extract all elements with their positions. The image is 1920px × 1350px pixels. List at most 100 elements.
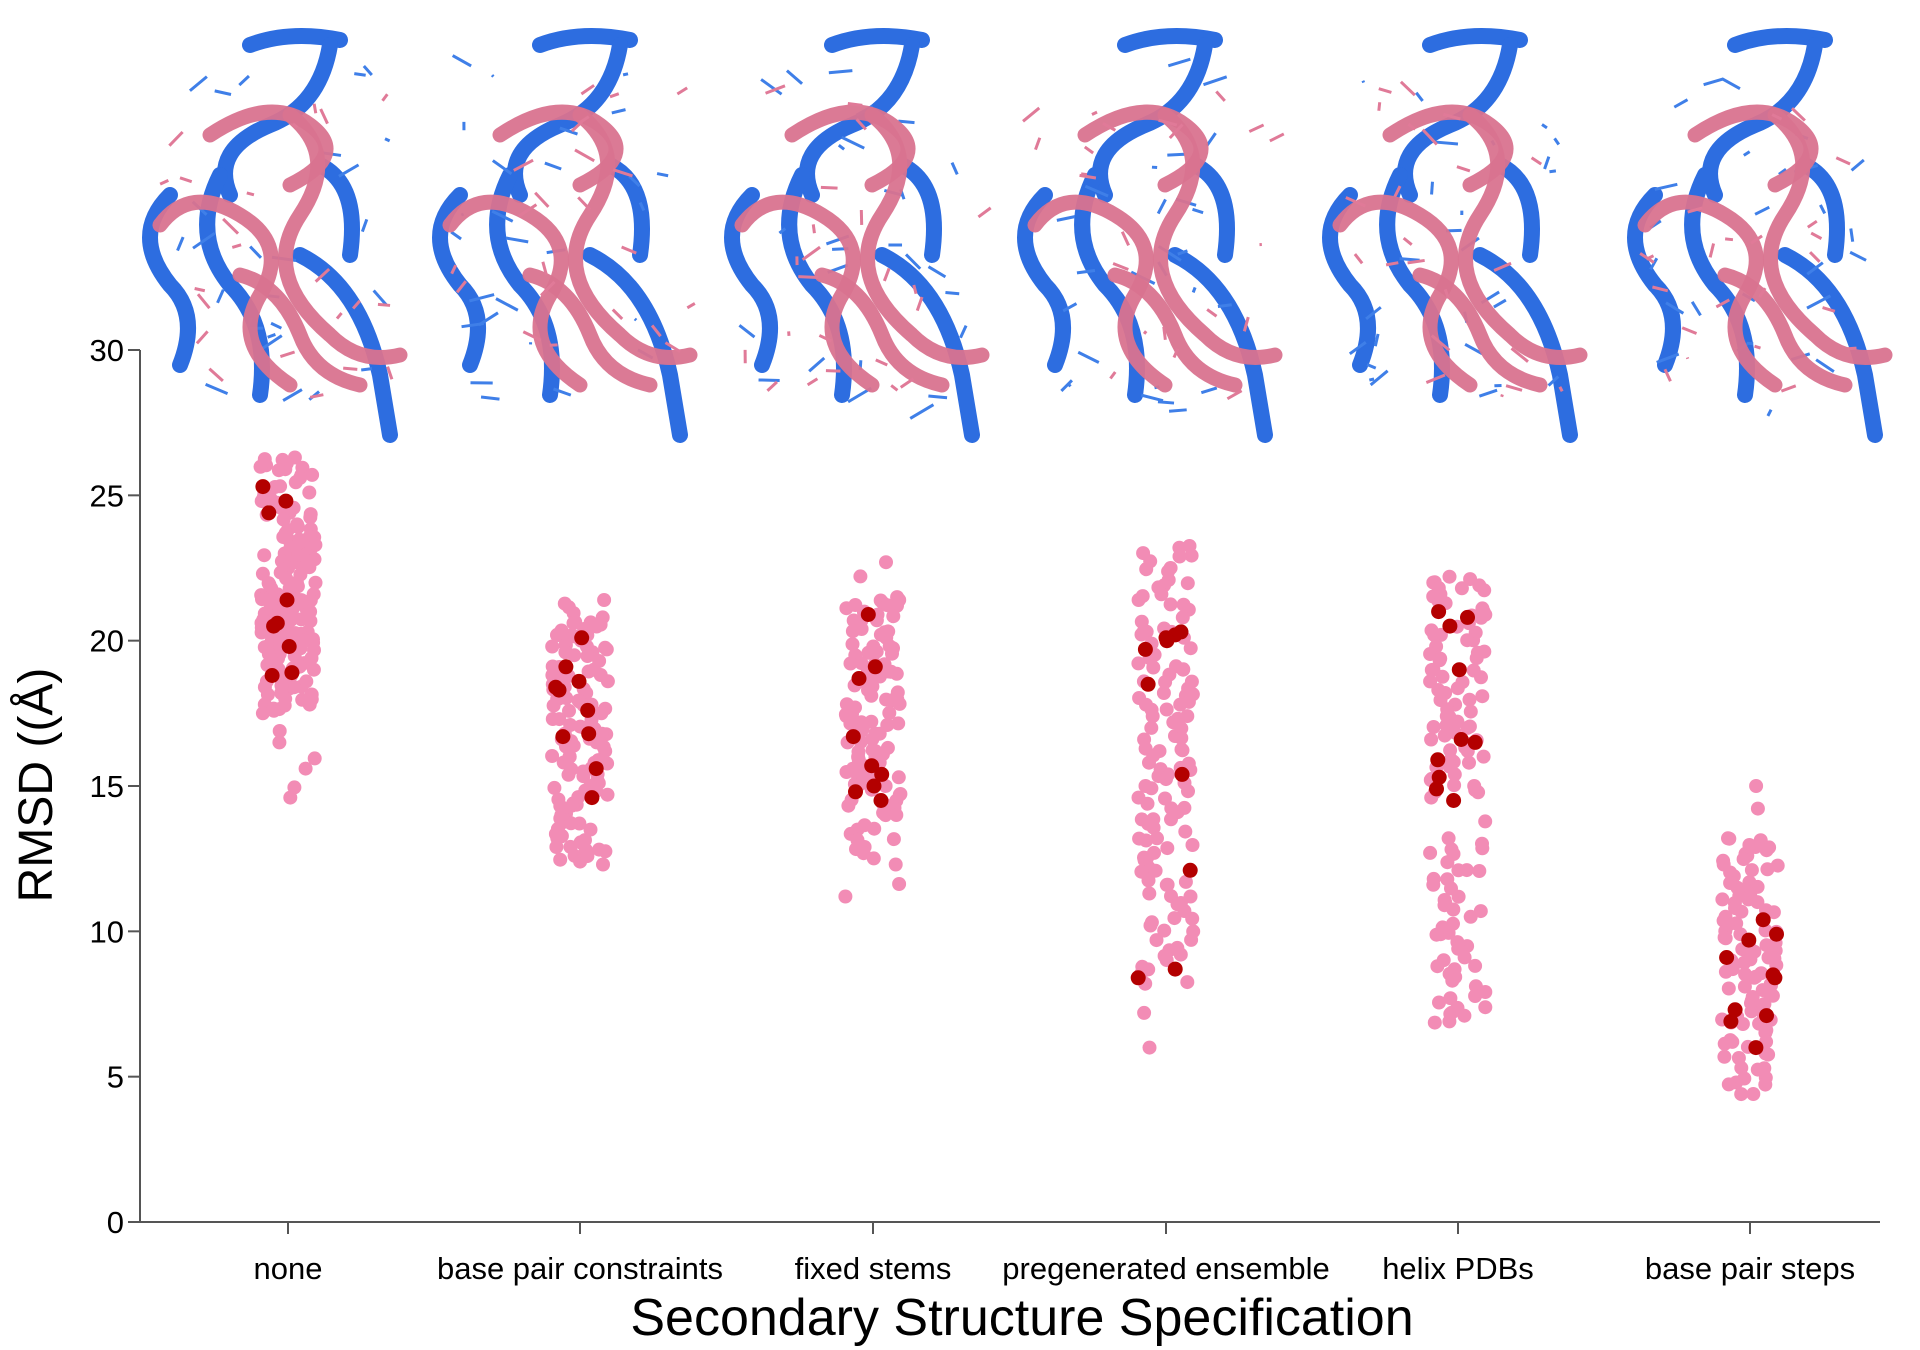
data-point — [1721, 1077, 1736, 1092]
data-point — [843, 716, 858, 731]
data-point — [1450, 714, 1465, 729]
data-point — [843, 656, 858, 671]
highlight-point — [574, 630, 590, 646]
data-point — [1749, 779, 1764, 793]
x-axis-title: Secondary Structure Specification — [630, 1289, 1413, 1347]
highlight-point — [284, 665, 300, 681]
data-point — [581, 664, 596, 679]
rna-structure-icon — [1627, 28, 1893, 443]
data-point — [880, 598, 895, 613]
data-point — [1744, 1004, 1759, 1019]
highlight-point — [1130, 970, 1146, 986]
data-point — [589, 619, 604, 634]
y-tick-label: 25 — [90, 478, 124, 513]
highlight-point — [588, 761, 604, 777]
data-point — [257, 548, 272, 563]
data-point — [600, 756, 615, 771]
highlight-point — [1137, 641, 1153, 657]
data-point — [1142, 886, 1157, 901]
data-point — [1424, 663, 1439, 677]
data-point — [576, 769, 591, 784]
data-point — [1474, 670, 1488, 685]
data-point — [287, 680, 302, 695]
highlight-point — [848, 784, 863, 800]
data-point — [1146, 820, 1161, 835]
data-point — [884, 664, 899, 679]
data-point — [545, 749, 560, 763]
x-tick-label: fixed stems — [795, 1251, 952, 1286]
data-point — [853, 569, 868, 584]
data-point — [596, 857, 610, 872]
highlight-point — [1460, 609, 1475, 625]
data-point — [1734, 1087, 1749, 1102]
data-point — [1427, 1015, 1442, 1030]
y-axis-title: RMSD ((Å) — [10, 668, 63, 903]
rna-structure-icon — [1322, 28, 1588, 443]
highlight-point — [558, 659, 574, 675]
data-point — [838, 889, 853, 904]
data-point — [1472, 864, 1487, 878]
data-point — [1441, 831, 1456, 846]
data-point — [546, 698, 561, 713]
data-point — [1447, 767, 1462, 782]
data-point — [580, 849, 595, 864]
data-point — [594, 706, 609, 721]
data-point — [879, 555, 893, 570]
highlight-point — [851, 671, 867, 686]
y-ticks: 0 5 10 15 20 25 30 — [90, 333, 140, 1240]
highlight-point — [1723, 1013, 1739, 1029]
data-point — [1717, 1049, 1732, 1064]
highlight-point — [1767, 970, 1783, 986]
data-point — [1178, 874, 1193, 889]
data-point — [1432, 995, 1446, 1010]
data-point — [1750, 801, 1765, 816]
data-point — [885, 646, 899, 661]
data-point — [1134, 627, 1149, 642]
data-point — [1451, 863, 1466, 878]
data-point — [1140, 796, 1155, 811]
data-point — [1144, 720, 1159, 735]
highlight-point — [555, 729, 571, 745]
data-point — [1460, 633, 1475, 648]
highlight-point — [278, 493, 294, 509]
data-point — [598, 640, 613, 655]
data-point — [1737, 955, 1752, 970]
data-point — [1463, 704, 1478, 719]
data-point — [291, 520, 305, 534]
highlight-point — [1453, 732, 1469, 747]
highlight-point — [864, 758, 880, 774]
highlight-point — [1755, 912, 1771, 928]
highlight-point — [1431, 604, 1447, 620]
data-point — [302, 697, 317, 712]
highlight-point — [584, 790, 600, 806]
data-point — [1159, 702, 1174, 717]
data-point — [1144, 781, 1159, 796]
data-point — [1442, 1014, 1457, 1029]
highlight-point — [873, 793, 889, 808]
data-point — [1746, 1087, 1761, 1101]
data-point — [1744, 863, 1759, 878]
data-point — [303, 614, 318, 628]
data-point — [1426, 877, 1441, 892]
highlight-point — [1182, 862, 1198, 878]
highlight-point — [1769, 926, 1784, 942]
highlight-point — [1719, 950, 1735, 965]
data-point — [1443, 991, 1458, 1006]
data-point — [1440, 855, 1455, 870]
highlight-point — [1429, 781, 1444, 797]
highlight-point — [279, 592, 295, 608]
data-point — [583, 822, 598, 837]
data-point — [1759, 843, 1774, 858]
x-tick-label: base pair steps — [1645, 1251, 1855, 1286]
x-tick-label: base pair constraints — [437, 1251, 723, 1286]
data-point — [892, 877, 907, 891]
data-point — [564, 816, 578, 831]
data-point — [1424, 732, 1439, 747]
data-point — [1150, 831, 1164, 846]
data-point — [1139, 562, 1154, 577]
data-point — [1722, 831, 1737, 846]
data-point — [1181, 784, 1195, 799]
data-point — [1160, 841, 1175, 856]
data-point — [1442, 569, 1457, 584]
